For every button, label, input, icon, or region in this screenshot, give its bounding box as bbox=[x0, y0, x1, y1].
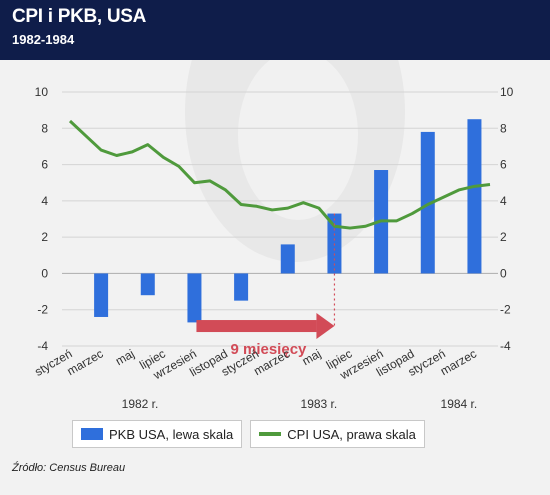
year-label: 1983 r. bbox=[301, 397, 338, 411]
legend-item-gdp: PKB USA, lewa skala bbox=[72, 420, 243, 448]
y-tick-label-left: 2 bbox=[41, 230, 48, 244]
y-tick-label-right: 6 bbox=[500, 158, 507, 172]
bar bbox=[280, 244, 295, 274]
legend-swatch-bar bbox=[81, 428, 103, 440]
y-tick-label-right: -4 bbox=[500, 339, 511, 353]
annotation-arrow-head bbox=[316, 313, 335, 340]
y-tick-label-right: 2 bbox=[500, 230, 507, 244]
annotation-arrow-shaft bbox=[196, 320, 317, 333]
legend-item-cpi: CPI USA, prawa skala bbox=[250, 420, 425, 448]
year-label: 1984 r. bbox=[441, 397, 478, 411]
y-tick-label-left: 4 bbox=[41, 194, 48, 208]
x-tick-label: marzec bbox=[65, 346, 106, 378]
y-tick-label-left: 8 bbox=[41, 121, 48, 135]
x-tick-label: marzec bbox=[438, 346, 479, 378]
y-tick-label-right: 4 bbox=[500, 194, 507, 208]
cpi-line bbox=[68, 119, 491, 230]
chart-header: CPI i PKB, USA 1982-1984 bbox=[0, 0, 550, 60]
watermark-logo-inner bbox=[238, 50, 358, 220]
y-tick-label-right: -2 bbox=[500, 303, 511, 317]
y-tick-label-right: 10 bbox=[500, 85, 514, 99]
chart-legend: PKB USA, lewa skala CPI USA, prawa skala bbox=[72, 420, 425, 448]
bar bbox=[187, 273, 202, 323]
x-tick-label: maj bbox=[113, 346, 137, 368]
legend-label-gdp: PKB USA, lewa skala bbox=[109, 426, 234, 442]
bar bbox=[420, 131, 435, 274]
y-tick-label-right: 0 bbox=[500, 266, 507, 280]
bar bbox=[327, 213, 342, 274]
bar bbox=[234, 273, 249, 301]
y-tick-label-left: 6 bbox=[41, 158, 48, 172]
bar bbox=[94, 273, 109, 317]
bar bbox=[140, 273, 155, 296]
chart-title: CPI i PKB, USA bbox=[12, 6, 147, 27]
legend-label-cpi: CPI USA, prawa skala bbox=[287, 426, 416, 442]
y-tick-label-right: 8 bbox=[500, 121, 507, 135]
chart-subtitle: 1982-1984 bbox=[12, 32, 75, 47]
legend-swatch-line bbox=[259, 432, 282, 436]
y-tick-label-left: -4 bbox=[37, 339, 48, 353]
y-tick-label-left: -2 bbox=[37, 303, 48, 317]
source-note: Źródło: Census Bureau bbox=[12, 462, 126, 474]
y-tick-label-left: 0 bbox=[41, 266, 48, 280]
y-tick-label-left: 10 bbox=[35, 85, 49, 99]
annotation-label: 9 miesięcy bbox=[230, 341, 307, 358]
year-label: 1982 r. bbox=[122, 397, 159, 411]
bar bbox=[467, 119, 482, 274]
